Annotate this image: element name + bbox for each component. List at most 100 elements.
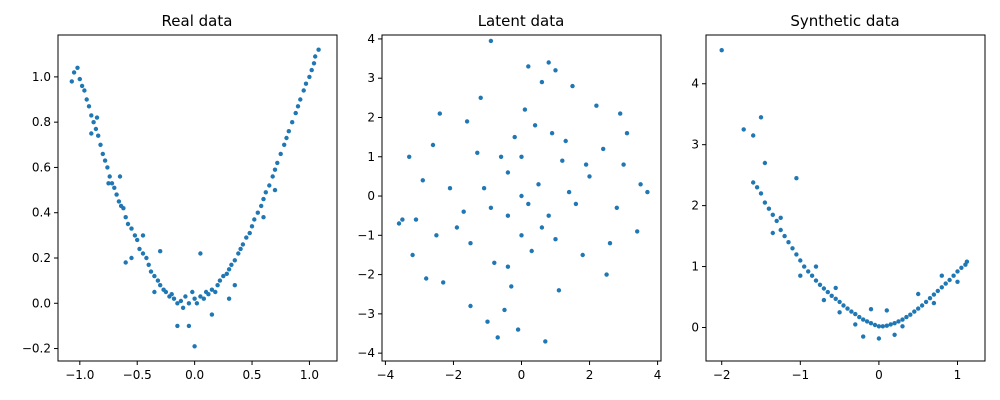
scatter-point (904, 314, 909, 320)
y-tick-label: 1 (691, 260, 699, 274)
scatter-point (509, 284, 514, 289)
scatter-point (259, 203, 264, 209)
scatter-point (252, 217, 257, 222)
scatter-point (468, 241, 473, 246)
scatter-point (71, 70, 77, 75)
y-tick-label: −0.2 (22, 342, 51, 356)
scatter-point (766, 206, 772, 211)
scatter-point (261, 196, 266, 202)
scatter-point (939, 273, 944, 278)
scatter-point (872, 322, 878, 328)
scatter-point (232, 258, 237, 263)
scatter-point (900, 317, 905, 322)
scatter-point (770, 212, 775, 217)
scatter-point (413, 217, 419, 222)
scatter-point (519, 154, 524, 159)
y-tick-label: 0.4 (32, 206, 51, 220)
scatter-point (278, 151, 283, 157)
scatter-point (226, 296, 232, 301)
scatter-point (845, 306, 850, 311)
scatter-point (93, 126, 99, 132)
scatter-point (526, 201, 531, 207)
scatter-point (601, 146, 606, 152)
scatter-point (221, 273, 226, 279)
scatter-point (809, 273, 815, 278)
subplot-title: Real data (162, 12, 233, 30)
x-tick-label: −1 (791, 368, 809, 382)
scatter-point (817, 282, 823, 287)
scatter-point (224, 271, 229, 276)
scatter-point (495, 335, 500, 340)
scatter-point (434, 233, 439, 238)
scatter-point (583, 162, 589, 167)
scatter-point (396, 221, 402, 226)
x-tick-label: −0.5 (123, 368, 152, 382)
scatter-point (919, 303, 925, 308)
scatter-point (794, 176, 799, 181)
scatter-point (594, 103, 599, 108)
scatter-point (410, 252, 415, 258)
scatter-point (519, 233, 524, 238)
scatter-point (171, 296, 177, 301)
scatter-point (912, 309, 917, 314)
scatter-point (129, 255, 134, 261)
scatter-point (876, 324, 882, 329)
scatter-point (77, 76, 83, 82)
scatter-point (201, 296, 206, 301)
scatter-point (180, 305, 186, 310)
scatter-point (645, 189, 650, 195)
scatter-point (286, 129, 291, 134)
scatter-point (140, 233, 146, 238)
scatter-point (573, 201, 579, 207)
scatter-point (261, 215, 266, 220)
scatter-point (249, 224, 255, 229)
scatter-point (485, 319, 490, 324)
scatter-point (861, 317, 866, 322)
y-tick-label: 0.0 (32, 296, 51, 310)
scatter-point (825, 289, 830, 295)
scatter-point (833, 285, 838, 291)
scatter-point (89, 131, 94, 136)
scatter-point (109, 181, 115, 186)
scatter-point (79, 83, 85, 89)
x-tick-label: 1.0 (300, 368, 319, 382)
scatter-point (94, 115, 100, 120)
subplot-synthetic-data: Synthetic data −2 −1 0 1 0 1 2 3 4 (691, 12, 986, 382)
x-tick-label: 0 (518, 368, 526, 382)
scatter-point (301, 88, 306, 93)
scatter-point (868, 307, 874, 312)
scatter-point (563, 138, 568, 144)
scatter-point (798, 273, 803, 278)
y-tick-label: 1 (367, 150, 375, 164)
scatter-point (316, 47, 321, 52)
scatter-point (106, 181, 111, 186)
scatter-point (546, 213, 551, 218)
scatter-point (158, 249, 163, 254)
scatter-point (505, 264, 511, 269)
scatter-point (539, 225, 545, 230)
scatter-point (908, 312, 913, 317)
scatter-point (876, 336, 882, 341)
scatter-point (492, 260, 497, 265)
scatter-point (441, 280, 446, 285)
scatter-point (502, 307, 507, 313)
x-tick-label: 0.0 (185, 368, 204, 382)
x-tick-label: 1 (954, 368, 962, 382)
subplot-title: Latent data (478, 12, 565, 30)
scatter-point (148, 269, 154, 274)
scatter-point (229, 262, 234, 267)
scatter-point (215, 283, 220, 288)
y-tick-label: 0.6 (32, 160, 51, 174)
scatter-point (570, 83, 575, 89)
scatter-point (488, 205, 494, 210)
scatter-point (169, 292, 174, 297)
y-tick-label: 4 (367, 32, 375, 46)
y-tick-label: −2 (357, 268, 375, 282)
scatter-point (290, 120, 295, 125)
scatter-points (396, 38, 650, 344)
scatter-point (741, 127, 746, 132)
scatter-point (794, 252, 799, 257)
scatter-point (146, 262, 151, 267)
scatter-point (880, 324, 885, 329)
